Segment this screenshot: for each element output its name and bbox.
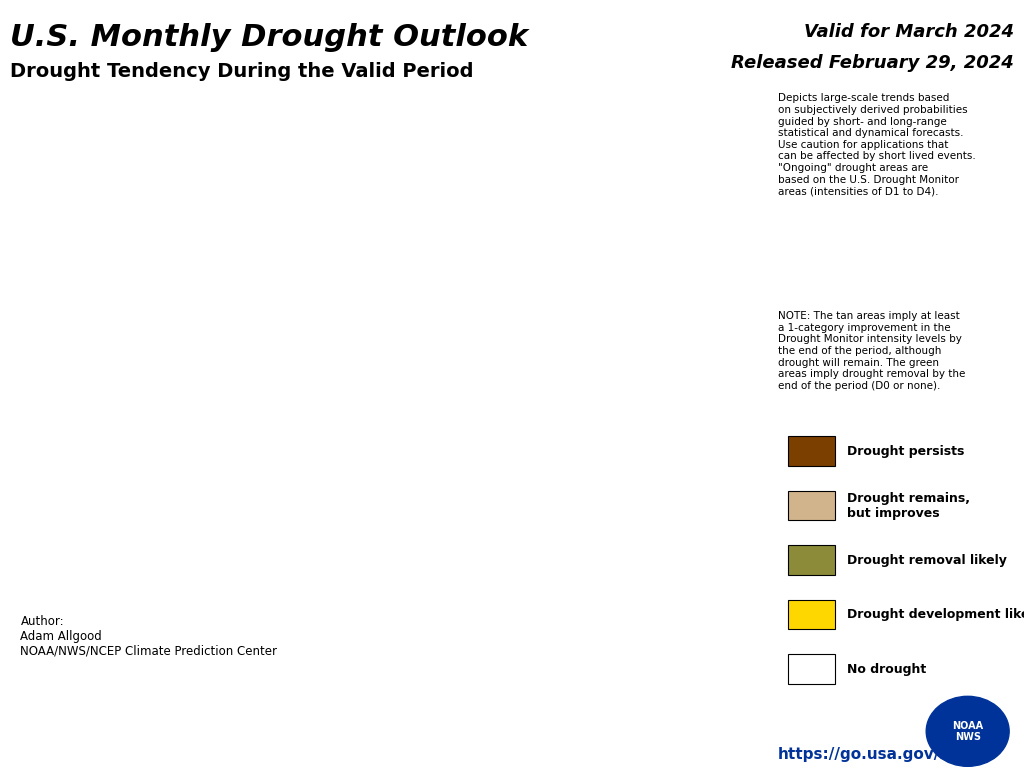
Text: Valid for March 2024: Valid for March 2024 — [804, 23, 1014, 41]
Text: Drought Tendency During the Valid Period: Drought Tendency During the Valid Period — [10, 62, 474, 81]
Text: Author:
Adam Allgood
NOAA/NWS/NCEP Climate Prediction Center: Author: Adam Allgood NOAA/NWS/NCEP Clima… — [20, 615, 278, 657]
Text: Drought persists: Drought persists — [847, 445, 965, 457]
Text: NOTE: The tan areas imply at least
a 1-category improvement in the
Drought Monit: NOTE: The tan areas imply at least a 1-c… — [778, 311, 966, 391]
Text: Drought development likely: Drought development likely — [847, 608, 1024, 621]
Text: Drought removal likely: Drought removal likely — [847, 554, 1007, 566]
Text: No drought: No drought — [847, 663, 926, 675]
Text: https://go.usa.gov/3eZGd: https://go.usa.gov/3eZGd — [778, 748, 996, 762]
Text: Depicts large-scale trends based
on subjectively derived probabilities
guided by: Depicts large-scale trends based on subj… — [778, 93, 976, 196]
Circle shape — [927, 696, 1010, 766]
Text: NOAA
NWS: NOAA NWS — [952, 720, 983, 742]
Text: Released February 29, 2024: Released February 29, 2024 — [731, 54, 1014, 72]
Text: Drought remains,
but improves: Drought remains, but improves — [847, 492, 970, 520]
Text: U.S. Monthly Drought Outlook: U.S. Monthly Drought Outlook — [10, 23, 528, 52]
